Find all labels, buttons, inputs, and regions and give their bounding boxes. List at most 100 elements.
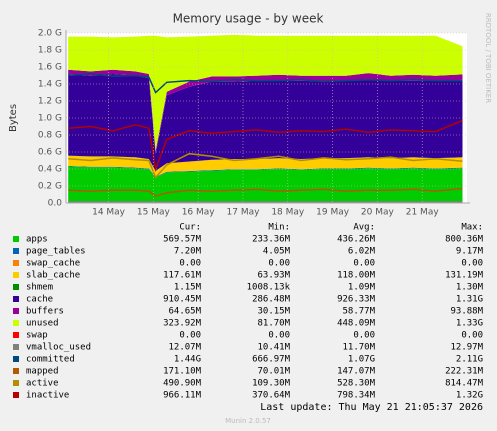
- y-tick-label: 0.2 G: [38, 182, 62, 192]
- legend-stat: 117.61M: [163, 271, 202, 281]
- legend-stat: 11.70M: [342, 343, 375, 353]
- legend-label: vmalloc_used: [26, 343, 91, 353]
- legend-stat: 118.00M: [337, 271, 376, 281]
- legend-swatch: [13, 332, 19, 338]
- stat-header: Avg:: [353, 223, 375, 233]
- legend-stat: 0.00: [461, 259, 483, 269]
- y-tick-label: 0.8 G: [38, 131, 62, 141]
- area: [68, 166, 463, 203]
- legend-stat: 800.36M: [445, 235, 484, 245]
- legend-stat: 910.45M: [163, 295, 202, 305]
- legend-stat: 109.30M: [252, 379, 291, 389]
- line: [68, 152, 463, 179]
- area: [68, 165, 463, 178]
- legend: Cur: Min: Avg: Max: apps 569.57M 233.36M 436.26…: [13, 223, 484, 401]
- legend-stat: 1.07G: [348, 355, 375, 365]
- legend-swatch: [13, 368, 19, 374]
- y-tick-label: 0.0: [48, 199, 63, 209]
- legend-stat: 1008.13k: [247, 283, 291, 293]
- legend-swatch: [13, 392, 19, 398]
- legend-label: unused: [26, 319, 59, 329]
- legend-stat: 30.15M: [257, 307, 290, 317]
- legend-stat: 448.09M: [337, 319, 376, 329]
- legend-swatch: [13, 308, 19, 314]
- stat-header: Cur:: [179, 223, 201, 233]
- legend-stat: 10.41M: [257, 343, 290, 353]
- legend-stat: 370.64M: [252, 391, 291, 401]
- legend-stat: 63.93M: [257, 271, 290, 281]
- line: [68, 119, 463, 172]
- legend-stat: 147.07M: [337, 367, 376, 377]
- legend-stat: 1.33G: [456, 319, 483, 329]
- x-tick-label: 15 May: [137, 208, 171, 218]
- legend-stat: 12.97M: [450, 343, 483, 353]
- x-tick-label: 17 May: [227, 208, 261, 218]
- legend-stat: 286.48M: [252, 295, 291, 305]
- x-tick-label: 18 May: [271, 208, 305, 218]
- stat-header: Max:: [461, 223, 483, 233]
- legend-stat: 233.36M: [252, 235, 291, 245]
- legend-swatch: [13, 260, 19, 266]
- legend-label: page_tables: [26, 247, 86, 257]
- y-axis-label: Bytes: [8, 104, 19, 132]
- y-tick-label: 0.4 G: [38, 165, 62, 175]
- legend-swatch: [13, 320, 19, 326]
- legend-stat: 569.57M: [163, 235, 202, 245]
- legend-stat: 966.11M: [163, 391, 202, 401]
- legend-stat: 2.11G: [456, 355, 483, 365]
- legend-stat: 436.26M: [337, 235, 376, 245]
- x-tick-label: 19 May: [316, 208, 350, 218]
- legend-label: apps: [26, 235, 48, 245]
- legend-stat: 528.30M: [337, 379, 376, 389]
- legend-swatch: [13, 272, 19, 278]
- legend-stat: 926.33M: [337, 295, 376, 305]
- legend-stat: 323.92M: [163, 319, 202, 329]
- legend-swatch: [13, 296, 19, 302]
- legend-stat: 1.32G: [456, 391, 483, 401]
- legend-stat: 0.00: [461, 331, 483, 341]
- legend-stat: 0.00: [268, 259, 290, 269]
- y-tick-label: 1.4 G: [38, 80, 62, 90]
- area: [68, 69, 463, 154]
- version: Munin 2.0.57: [225, 417, 271, 425]
- legend-stat: 666.97M: [252, 355, 291, 365]
- legend-stat: 490.90M: [163, 379, 202, 389]
- legend-stat: 814.47M: [445, 379, 484, 389]
- legend-label: mapped: [26, 367, 59, 377]
- legend-stat: 1.09M: [348, 283, 376, 293]
- legend-stat: 4.05M: [263, 247, 291, 257]
- legend-stat: 171.10M: [163, 367, 202, 377]
- area: [68, 155, 463, 171]
- legend-stat: 58.77M: [342, 307, 375, 317]
- legend-stat: 1.30M: [456, 283, 484, 293]
- y-tick-label: 2.0 G: [38, 29, 62, 39]
- legend-stat: 798.34M: [337, 391, 376, 401]
- y-tick-label: 1.0 G: [38, 114, 62, 124]
- legend-stat: 12.07M: [168, 343, 201, 353]
- legend-stat: 0.00: [353, 259, 375, 269]
- area: [68, 155, 463, 177]
- legend-stat: 0.00: [179, 331, 201, 341]
- legend-label: swap_cache: [26, 259, 80, 269]
- area: [68, 34, 463, 152]
- legend-swatch: [13, 236, 19, 242]
- stat-header: Min:: [268, 223, 290, 233]
- footer: Last update: Thu May 21 21:05:37 2026: [260, 402, 483, 413]
- line: [68, 73, 463, 94]
- legend-stat: 9.17M: [456, 247, 484, 257]
- line: [68, 187, 463, 198]
- legend-swatch: [13, 284, 19, 290]
- legend-label: committed: [26, 355, 75, 365]
- legend-swatch: [13, 356, 19, 362]
- legend-label: active: [26, 379, 59, 389]
- y-tick-label: 1.8 G: [38, 46, 62, 56]
- legend-swatch: [13, 380, 19, 386]
- legend-stat: 0.00: [268, 331, 290, 341]
- legend-swatch: [13, 248, 19, 254]
- x-tick-label: 16 May: [182, 208, 216, 218]
- x-tick-label: 14 May: [92, 208, 126, 218]
- legend-stat: 81.70M: [257, 319, 290, 329]
- legend-stat: 222.31M: [445, 367, 484, 377]
- legend-swatch: [13, 344, 19, 350]
